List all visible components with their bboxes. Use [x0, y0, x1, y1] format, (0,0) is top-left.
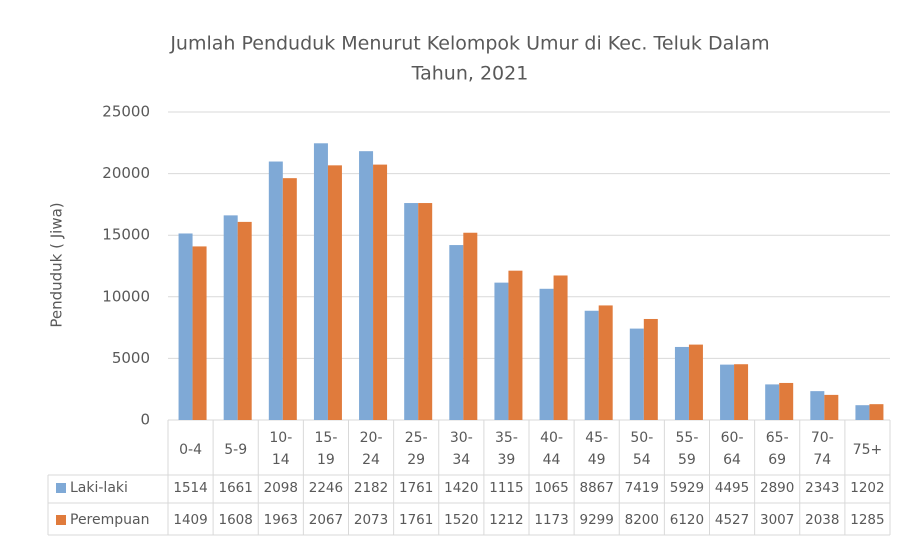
- table-value: 4527: [715, 512, 749, 528]
- y-tick-label: 5000: [112, 349, 150, 367]
- table-value: 1514: [173, 480, 207, 496]
- table-value: 1761: [399, 512, 433, 528]
- y-tick-label: 0: [140, 411, 150, 429]
- table-value: 1520: [444, 512, 478, 528]
- table-value: 2890: [760, 480, 794, 496]
- x-tick-label: 0-4: [179, 442, 202, 458]
- bar: [359, 151, 373, 420]
- table-value: 2246: [309, 480, 343, 496]
- legend-swatch: [56, 515, 66, 525]
- table-value: 6120: [670, 512, 704, 528]
- bar: [810, 391, 824, 420]
- y-tick-label: 25000: [102, 103, 150, 121]
- bar: [314, 143, 328, 420]
- table-value: 1608: [219, 512, 253, 528]
- x-tick-label: 35-39: [495, 430, 518, 468]
- x-tick-label: 40-44: [540, 430, 563, 468]
- y-axis-label: Penduduk ( Jiwa): [48, 202, 66, 327]
- x-tick-label: 60-64: [721, 430, 744, 468]
- bar: [644, 319, 658, 420]
- bar: [283, 178, 297, 420]
- bar: [689, 345, 703, 420]
- bar: [224, 215, 238, 420]
- bar: [328, 165, 342, 420]
- x-tick-label: 50-54: [630, 430, 653, 468]
- table-value: 1065: [534, 480, 568, 496]
- bar: [463, 233, 477, 420]
- x-tick-label: 25-29: [405, 430, 428, 468]
- table-value: 8867: [580, 480, 614, 496]
- legend-label: Perempuan: [70, 512, 149, 528]
- bar: [373, 165, 387, 420]
- table-value: 1173: [534, 512, 568, 528]
- table-value: 8200: [625, 512, 659, 528]
- x-tick-label: 15-19: [315, 430, 338, 468]
- chart-title: Jumlah Penduduk Menurut Kelompok Umur di…: [169, 33, 769, 55]
- y-tick-label: 10000: [102, 287, 150, 305]
- bar: [599, 305, 613, 420]
- table-value: 3007: [760, 512, 794, 528]
- bar: [238, 222, 252, 420]
- bar: [869, 404, 883, 420]
- y-tick-label: 20000: [102, 164, 150, 182]
- bar: [508, 271, 522, 420]
- bar: [540, 289, 554, 420]
- x-tick-label: 10-14: [269, 430, 292, 468]
- legend-swatch: [56, 483, 66, 493]
- y-tick-label: 15000: [102, 226, 150, 244]
- bar: [734, 364, 748, 420]
- x-tick-label: 55-59: [676, 430, 699, 468]
- x-tick-label: 20-24: [360, 430, 383, 468]
- bar: [585, 311, 599, 420]
- table-value: 2343: [805, 480, 839, 496]
- x-tick-label: 70-74: [811, 430, 834, 468]
- table-value: 2067: [309, 512, 343, 528]
- chart-subtitle: Tahun, 2021: [411, 63, 529, 85]
- bar: [675, 347, 689, 420]
- chart: Jumlah Penduduk Menurut Kelompok Umur di…: [0, 0, 909, 540]
- bar: [418, 203, 432, 420]
- table-value: 1420: [444, 480, 478, 496]
- table-value: 2038: [805, 512, 839, 528]
- table-value: 5929: [670, 480, 704, 496]
- bar: [779, 383, 793, 420]
- table-value: 2182: [354, 480, 388, 496]
- bar: [765, 384, 779, 420]
- table-value: 1212: [489, 512, 523, 528]
- bar: [855, 405, 869, 420]
- bar: [179, 233, 193, 420]
- table-value: 4495: [715, 480, 749, 496]
- bar: [193, 246, 207, 420]
- table-value: 1202: [850, 480, 884, 496]
- table-value: 1115: [489, 480, 523, 496]
- bar: [720, 365, 734, 420]
- table-value: 1661: [219, 480, 253, 496]
- bar: [824, 395, 838, 420]
- bar: [494, 283, 508, 420]
- bar: [269, 162, 283, 420]
- table-value: 7419: [625, 480, 659, 496]
- legend-label: Laki-laki: [70, 480, 128, 496]
- x-tick-label: 65-69: [766, 430, 789, 468]
- table-value: 2098: [264, 480, 298, 496]
- table-value: 1409: [173, 512, 207, 528]
- x-tick-label: 45-49: [585, 430, 608, 468]
- bar: [449, 245, 463, 420]
- bar: [404, 203, 418, 420]
- table-value: 9299: [580, 512, 614, 528]
- x-tick-label: 30-34: [450, 430, 473, 468]
- table-value: 2073: [354, 512, 388, 528]
- table-value: 1761: [399, 480, 433, 496]
- table-value: 1285: [850, 512, 884, 528]
- bar: [630, 329, 644, 420]
- x-tick-label: 5-9: [224, 442, 247, 458]
- x-tick-label: 75+: [853, 442, 883, 458]
- bar: [554, 275, 568, 420]
- table-value: 1963: [264, 512, 298, 528]
